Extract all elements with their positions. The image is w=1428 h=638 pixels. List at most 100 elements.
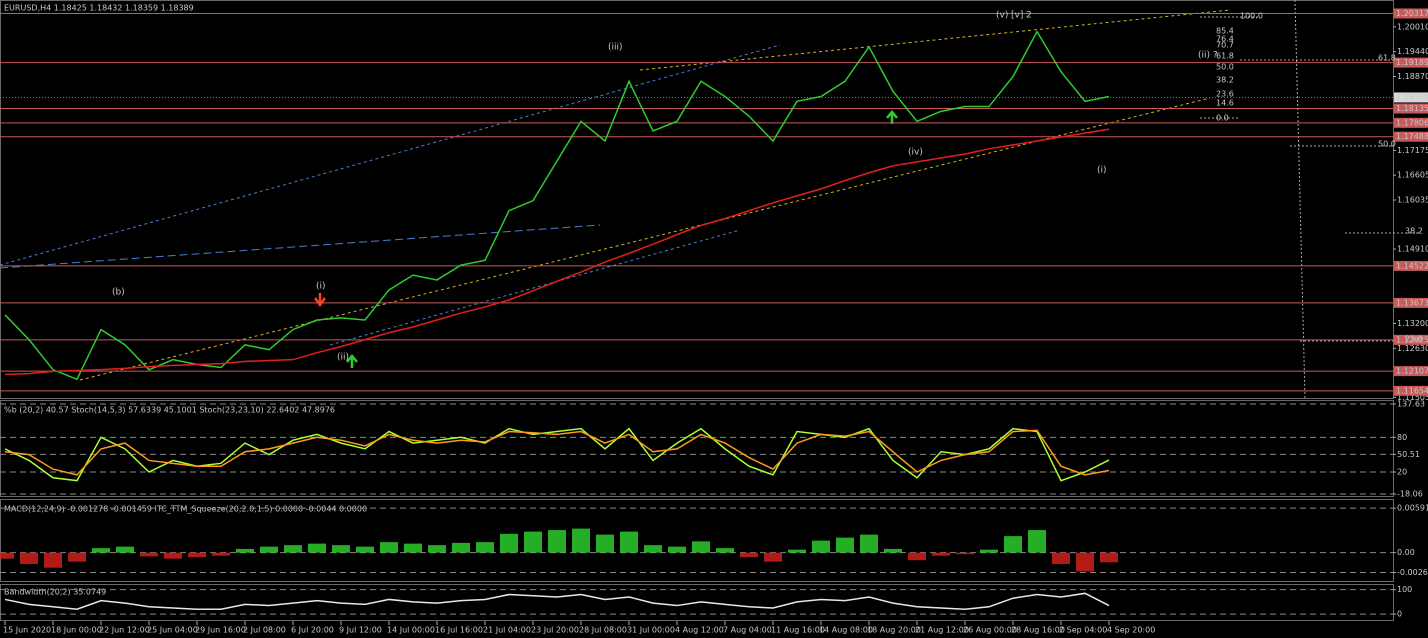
level-box <box>1394 366 1428 377</box>
x-tick-label: 2 Sep 04:00 <box>1059 626 1107 635</box>
annotation: 61.8 <box>1378 54 1396 63</box>
y-tick-label: 0.00 <box>1397 548 1415 557</box>
histogram-bar <box>668 546 686 553</box>
x-tick-label: 9 Jul 12:00 <box>339 626 382 635</box>
x-tick-label: 21 Aug 12:00 <box>915 626 969 635</box>
bandwidth-panel <box>0 584 1394 621</box>
level-label: 1.19189 <box>1396 58 1428 67</box>
y-tick-label: 1.14910 <box>1397 245 1428 254</box>
histogram-bar <box>188 552 206 558</box>
annotation: 23.6 <box>1216 90 1234 99</box>
y-tick-label: 137.63 <box>1397 400 1425 409</box>
trend-line <box>329 229 741 346</box>
histogram-bar <box>980 549 998 553</box>
x-tick-label: 15 Jun 2020 <box>3 626 51 635</box>
y-tick-label: 1.18870 <box>1397 72 1428 81</box>
x-tick-label: 25 Jun 04:00 <box>147 626 198 635</box>
level-label: 1.13673 <box>1396 298 1428 307</box>
histogram-bar <box>956 552 974 555</box>
last-price-box <box>1394 92 1428 103</box>
y-tick-label: 100 <box>1397 585 1412 594</box>
x-tick-label: 28 Aug 16:00 <box>1011 626 1065 635</box>
level-label: 1.17806 <box>1396 118 1428 127</box>
histogram-bar <box>500 533 518 553</box>
level-box <box>1394 103 1428 114</box>
histogram-bar <box>44 552 62 568</box>
annotation: 23.6 <box>1405 335 1423 344</box>
x-tick-label: 16 Jul 16:00 <box>435 626 483 635</box>
sell-arrow <box>313 293 327 308</box>
x-tick-label: 2 Jul 08:00 <box>243 626 286 635</box>
annotation: 0.0 <box>1216 114 1229 123</box>
buy-arrow <box>346 354 358 368</box>
x-tick-label: 28 Jul 08:00 <box>579 626 627 635</box>
series-line <box>4 429 1110 476</box>
panel-title: Bandwidth(20,2) 35.0749 <box>4 588 106 597</box>
annotation: (i) <box>1097 166 1107 176</box>
level-box <box>1394 385 1428 396</box>
x-tick-label: 29 Jun 16:00 <box>195 626 246 635</box>
level-label: 1.11654 <box>1396 386 1428 395</box>
histogram-bar <box>812 540 830 553</box>
last-price-label: 1.18389 <box>1396 93 1428 102</box>
y-tick-label: 0 <box>1397 610 1402 619</box>
histogram-bar <box>764 552 782 562</box>
drawings <box>0 0 1420 399</box>
x-tick-label: 14 Aug 08:00 <box>819 626 873 635</box>
annotation: 76.4 <box>1216 35 1234 44</box>
histogram-bar <box>644 545 662 553</box>
series-line <box>4 30 1110 381</box>
histogram-bar <box>524 531 542 553</box>
level-label: 1.20317 <box>1396 9 1428 18</box>
histogram-bar <box>380 542 398 553</box>
histogram-bar <box>284 545 302 553</box>
y-tick-label: 0.005911 <box>1397 504 1428 513</box>
channel-line <box>79 97 1211 381</box>
histogram-bar <box>212 552 230 556</box>
series-line <box>4 592 1110 610</box>
annotation: (iv) <box>908 148 923 158</box>
annotation: (ii) <box>337 353 349 363</box>
histogram-bar <box>452 542 470 553</box>
y-tick-label: 1.11505 <box>1397 393 1428 402</box>
level-box <box>1394 334 1428 345</box>
panel-title: EURUSD,H4 1.18425 1.18432 1.18359 1.1838… <box>4 4 194 13</box>
x-tick-label: 31 Jul 00:00 <box>627 626 675 635</box>
histogram-bar <box>620 531 638 553</box>
annotation: 61.8 <box>1216 52 1234 61</box>
histogram-bar <box>116 546 134 553</box>
y-tick-label: 1.16605 <box>1397 171 1428 180</box>
histogram-bar <box>260 546 278 553</box>
annotation: 50.0 <box>1378 140 1396 149</box>
histogram-bar <box>692 541 710 553</box>
annotation: (iii) <box>608 43 623 53</box>
level-box <box>1394 57 1428 68</box>
annotation: (b) <box>112 288 125 298</box>
histogram-bar <box>404 543 422 553</box>
macd-panel <box>0 499 1394 582</box>
x-tick-label: 4 Sep 20:00 <box>1107 626 1155 635</box>
level-box <box>1394 260 1428 271</box>
panel-title: %b (20,2) 40.57 Stoch(14,5,3) 57.6339 45… <box>4 406 335 415</box>
histogram-bar <box>908 552 926 561</box>
histogram-bar <box>356 546 374 553</box>
x-tick-label: 6 Jul 20:00 <box>291 626 334 635</box>
y-tick-label: -0.002641 <box>1397 568 1428 577</box>
annotation: 38.2 <box>1405 227 1423 236</box>
y-tick-label: 50.51 <box>1397 450 1420 459</box>
osc-panel <box>0 400 1394 497</box>
y-tick-label: 1.13200 <box>1397 319 1428 328</box>
histogram-bar <box>788 549 806 553</box>
annotation: (ii) ? <box>1198 51 1218 61</box>
level-label: 1.18135 <box>1396 104 1428 113</box>
y-tick-label: -18.06 <box>1397 490 1423 499</box>
histogram-bar <box>716 548 734 553</box>
channel-line <box>639 9 1231 71</box>
histogram-bar <box>884 548 902 553</box>
level-label: 1.14522 <box>1396 261 1428 270</box>
x-tick-label: 14 Jul 00:00 <box>387 626 435 635</box>
histogram-bar <box>0 552 14 559</box>
x-tick-label: 23 Jul 20:00 <box>531 626 579 635</box>
